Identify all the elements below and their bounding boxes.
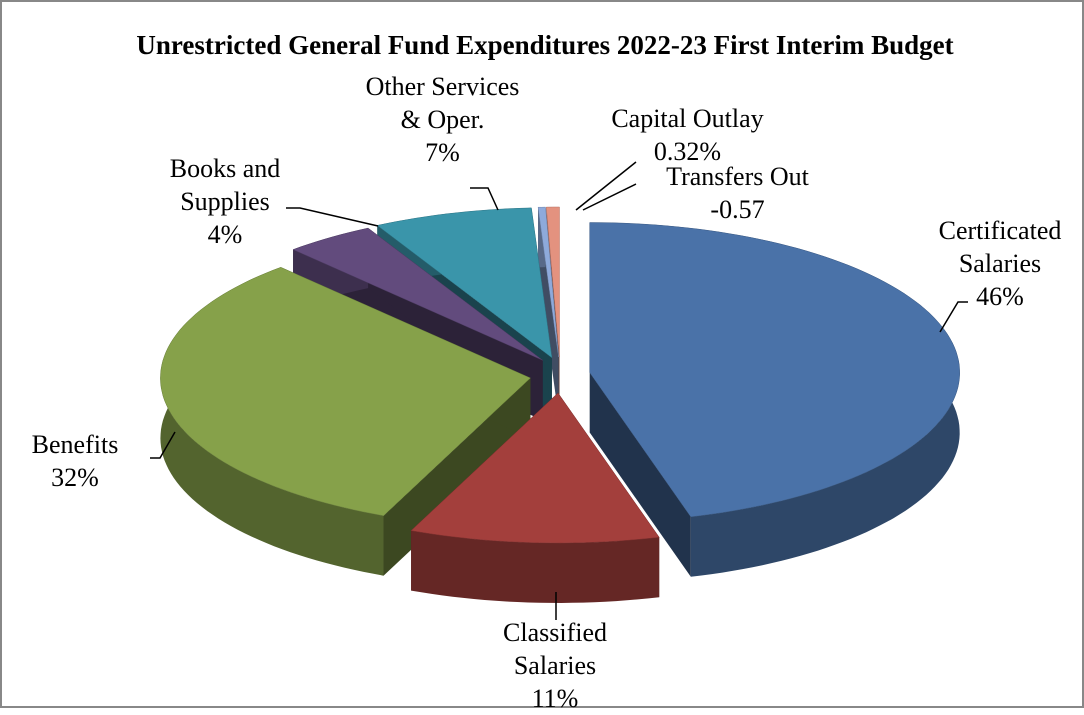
category-label: Books and Supplies bbox=[169, 154, 281, 216]
leader-line bbox=[470, 187, 499, 211]
data-label: Books and Supplies 4% bbox=[140, 152, 310, 251]
value-label: 4% bbox=[207, 220, 243, 249]
data-label: Classified Salaries 11% bbox=[470, 616, 640, 715]
category-label: Certificated Salaries bbox=[938, 216, 1062, 278]
category-label: Other Services & Oper. bbox=[365, 72, 520, 134]
category-label: Benefits bbox=[31, 430, 119, 459]
category-label: Capital Outlay bbox=[611, 104, 764, 133]
slice-side bbox=[411, 530, 660, 603]
slice bbox=[410, 392, 660, 544]
value-label: -0.57 bbox=[710, 195, 765, 224]
slice bbox=[589, 222, 960, 518]
data-label: Capital Outlay 0.32% bbox=[580, 102, 795, 168]
category-label: Classified Salaries bbox=[503, 618, 607, 680]
data-label: Transfers Out -0.57 bbox=[630, 160, 845, 226]
leader-line bbox=[575, 161, 637, 211]
slice-wall bbox=[589, 372, 691, 577]
slices bbox=[160, 206, 960, 603]
slice bbox=[292, 227, 543, 361]
value-label: 32% bbox=[51, 463, 99, 492]
leader-line bbox=[150, 431, 176, 459]
leader-line bbox=[286, 207, 379, 227]
data-label: Other Services & Oper. 7% bbox=[355, 70, 530, 169]
slice bbox=[160, 267, 531, 516]
leader-line bbox=[939, 301, 968, 333]
leader-line bbox=[582, 183, 637, 211]
chart-title: Unrestricted General Fund Expenditures 2… bbox=[136, 30, 954, 60]
data-label: Certificated Salaries 46% bbox=[915, 214, 1084, 313]
value-label: 46% bbox=[976, 282, 1024, 311]
slice bbox=[537, 206, 559, 358]
category-label: Transfers Out bbox=[666, 162, 809, 191]
value-label: 0.32% bbox=[653, 137, 722, 166]
leader-lines bbox=[150, 161, 968, 620]
slice bbox=[376, 207, 553, 359]
data-label: Benefits 32% bbox=[10, 428, 140, 494]
value-label: 7% bbox=[425, 138, 460, 167]
value-label: 11% bbox=[531, 684, 579, 713]
slice bbox=[546, 206, 560, 358]
